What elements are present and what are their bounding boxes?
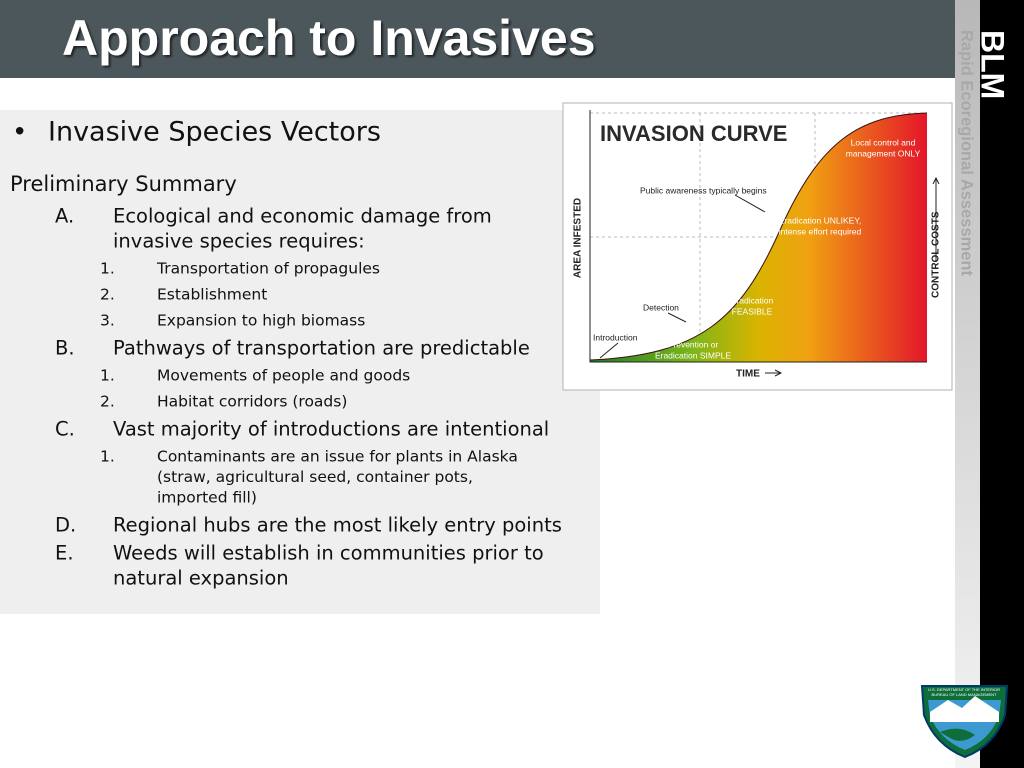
item-text: invasive species requires: — [113, 230, 365, 253]
figure-title: INVASION CURVE — [600, 121, 787, 146]
item-marker: B. — [55, 337, 75, 360]
subitem-text: Transportation of propagules — [156, 260, 380, 278]
figure-label: Eradication SIMPLE — [655, 350, 731, 360]
bullet-dot: • — [12, 118, 27, 148]
logo-text: BUREAU OF LAND MANAGEMENT — [932, 692, 997, 697]
subtitle: Preliminary Summary — [10, 172, 237, 196]
figure-label: Eradication — [731, 295, 774, 305]
figure-label: intense effort required — [779, 226, 862, 236]
figure-label: Eradication UNLIKEY, — [779, 215, 862, 225]
figure-label: management ONLY — [846, 148, 921, 158]
subitem-marker: 1. — [100, 448, 115, 466]
item-text: Weeds will establish in communities prio… — [113, 542, 544, 565]
item-marker: C. — [55, 418, 75, 441]
item-marker: A. — [55, 205, 74, 228]
figure-y2-axis: CONTROL COSTS — [931, 211, 942, 298]
subitem-text: Contaminants are an issue for plants in … — [157, 448, 518, 466]
subitem-text: Habitat corridors (roads) — [157, 393, 347, 411]
program: Rapid Ecoregional Assessment — [958, 30, 976, 277]
subitem-text: Establishment — [157, 286, 267, 304]
subitem-marker: 2. — [100, 393, 115, 411]
figure-label: Public awareness typically begins — [640, 185, 767, 195]
item-marker: E. — [55, 542, 74, 565]
subitem-marker: 1. — [100, 367, 115, 385]
invasion-curve — [589, 112, 928, 361]
figure-label: Introduction — [593, 332, 638, 342]
subitem-text: Movements of people and goods — [157, 367, 410, 385]
logo-text: U.S. DEPARTMENT OF THE INTERIOR — [928, 687, 1000, 692]
subitem-text: imported fill) — [157, 489, 257, 507]
figure-label: Prevention or — [668, 339, 719, 349]
slide-title: Approach to Invasives — [62, 10, 596, 66]
item-text: Regional hubs are the most likely entry … — [113, 514, 562, 537]
subitem-text: Expansion to high biomass — [157, 312, 365, 330]
item-text: Pathways of transportation are predictab… — [113, 337, 530, 360]
subitem-marker: 2. — [100, 286, 115, 304]
figure-y-axis: AREA INFESTED — [573, 198, 584, 278]
figure-axes — [589, 110, 940, 377]
header-bar — [0, 0, 955, 78]
brand: BLM — [975, 30, 1011, 99]
subitem-marker: 3. — [100, 312, 115, 330]
item-text: natural expansion — [113, 567, 289, 590]
sidebar-strip — [955, 0, 980, 768]
figure-x-axis: TIME — [736, 369, 760, 380]
figure-label: Detection — [643, 302, 679, 312]
figure-label: FEASIBLE — [732, 306, 773, 316]
bullet: Invasive Species Vectors — [48, 117, 381, 148]
figure-label: Local control and — [851, 137, 916, 147]
invasion-area — [590, 113, 927, 362]
subitem-text: (straw, agricultural seed, container pot… — [157, 468, 473, 486]
item-text: Vast majority of introductions are inten… — [113, 418, 549, 441]
content-box — [0, 110, 600, 614]
sidebar-black — [980, 0, 1024, 768]
item-marker: D. — [55, 514, 76, 537]
subitem-marker: 1. — [100, 260, 115, 278]
blm-logo — [920, 685, 1009, 759]
figure-grid — [590, 112, 927, 362]
item-text: Ecological and economic damage from — [113, 205, 492, 228]
